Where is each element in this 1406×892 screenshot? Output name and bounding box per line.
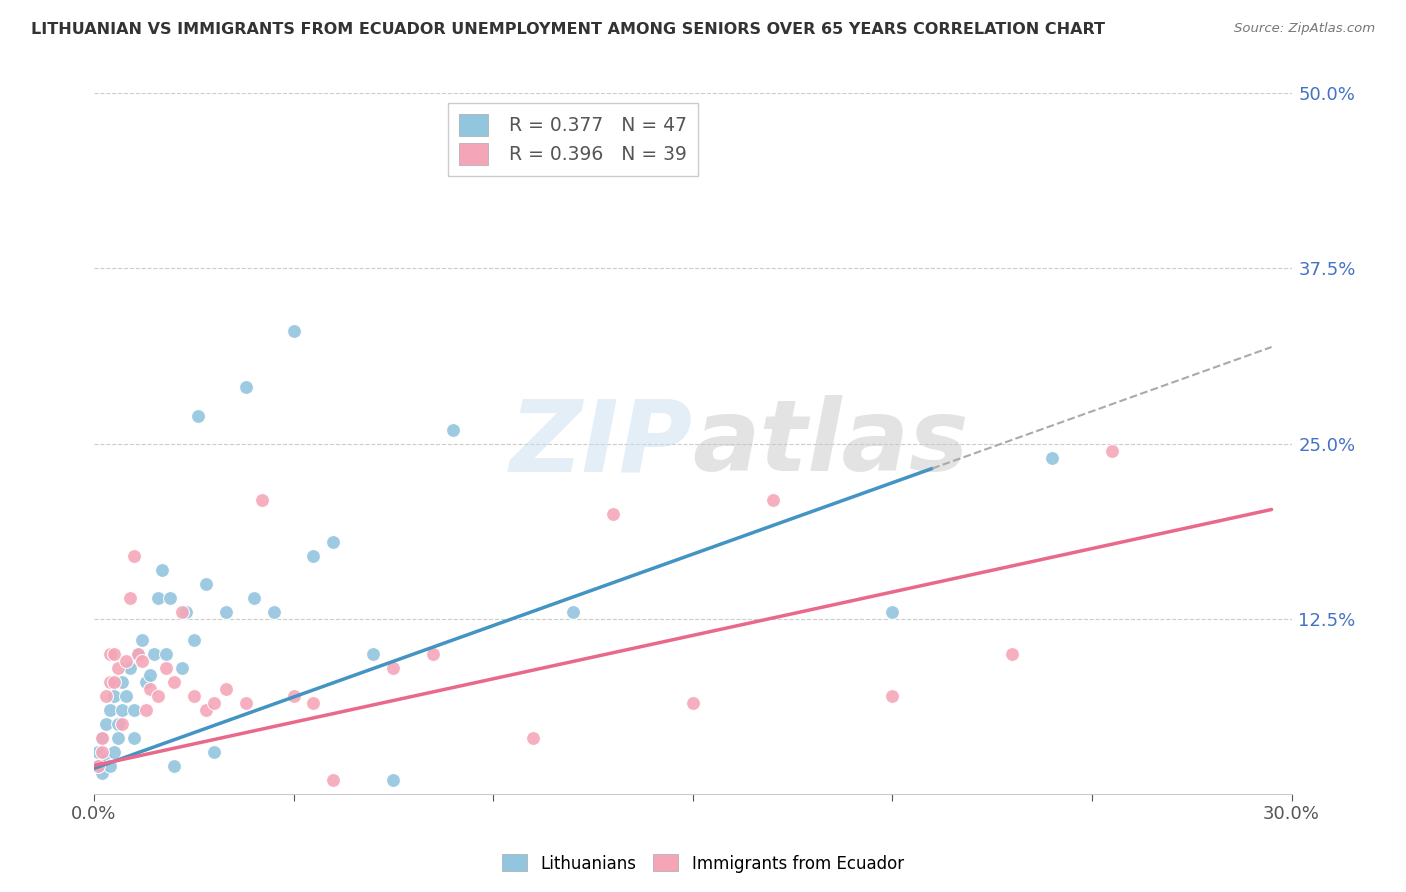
Point <box>139 667 162 681</box>
Point <box>250 492 273 507</box>
Point <box>382 660 405 674</box>
Point <box>150 563 173 577</box>
Point <box>142 647 165 661</box>
Point <box>194 576 217 591</box>
Point <box>163 674 186 689</box>
Point <box>122 731 145 745</box>
Point <box>602 507 624 521</box>
Point <box>87 758 110 772</box>
Point <box>235 696 257 710</box>
Point <box>122 703 145 717</box>
Point <box>283 325 305 339</box>
Point <box>202 696 225 710</box>
Point <box>155 660 177 674</box>
Point <box>155 647 177 661</box>
Point <box>522 731 544 745</box>
Point <box>103 647 125 661</box>
Point <box>118 660 141 674</box>
Point <box>163 758 186 772</box>
Point <box>170 660 193 674</box>
Point <box>90 745 112 759</box>
Point <box>146 591 169 605</box>
Point <box>103 674 125 689</box>
Point <box>202 745 225 759</box>
Point <box>183 689 205 703</box>
Point <box>127 647 149 661</box>
Point <box>215 681 238 696</box>
Point <box>94 716 117 731</box>
Point <box>87 758 110 772</box>
Point <box>118 591 141 605</box>
Point <box>682 696 704 710</box>
Point <box>441 423 464 437</box>
Point <box>882 689 904 703</box>
Point <box>111 703 134 717</box>
Text: LITHUANIAN VS IMMIGRANTS FROM ECUADOR UNEMPLOYMENT AMONG SENIORS OVER 65 YEARS C: LITHUANIAN VS IMMIGRANTS FROM ECUADOR UN… <box>31 22 1105 37</box>
Point <box>94 752 117 766</box>
Legend: Lithuanians, Immigrants from Ecuador: Lithuanians, Immigrants from Ecuador <box>495 847 911 880</box>
Legend:  R = 0.377   N = 47,  R = 0.396   N = 39: R = 0.377 N = 47, R = 0.396 N = 39 <box>449 103 697 176</box>
Point <box>363 647 385 661</box>
Point <box>761 492 783 507</box>
Point <box>1040 450 1063 465</box>
Point <box>131 632 153 647</box>
Point <box>215 605 238 619</box>
Point <box>107 731 129 745</box>
Text: Source: ZipAtlas.com: Source: ZipAtlas.com <box>1234 22 1375 36</box>
Point <box>107 716 129 731</box>
Point <box>90 765 112 780</box>
Point <box>111 716 134 731</box>
Point <box>115 654 138 668</box>
Text: ZIP: ZIP <box>510 395 693 492</box>
Point <box>187 409 209 423</box>
Point <box>98 758 121 772</box>
Point <box>882 605 904 619</box>
Y-axis label: Unemployment Among Seniors over 65 years: Unemployment Among Seniors over 65 years <box>0 269 7 618</box>
Point <box>1001 647 1024 661</box>
Point <box>135 674 157 689</box>
Point <box>139 681 162 696</box>
Point <box>98 674 121 689</box>
Point <box>302 696 325 710</box>
Point <box>1101 443 1123 458</box>
Point <box>127 647 149 661</box>
Point <box>87 745 110 759</box>
Point <box>194 703 217 717</box>
Point <box>562 605 585 619</box>
Point <box>135 703 157 717</box>
Point <box>382 772 405 787</box>
Point <box>235 380 257 394</box>
Text: atlas: atlas <box>693 395 969 492</box>
Point <box>242 591 264 605</box>
Point <box>302 549 325 563</box>
Point <box>422 647 444 661</box>
Point <box>90 731 112 745</box>
Point <box>98 647 121 661</box>
Point <box>263 605 285 619</box>
Point <box>183 632 205 647</box>
Point <box>159 591 181 605</box>
Point <box>103 689 125 703</box>
Point <box>90 731 112 745</box>
Point <box>122 549 145 563</box>
Point <box>115 689 138 703</box>
Point <box>283 689 305 703</box>
Point <box>170 605 193 619</box>
Point <box>94 689 117 703</box>
Point <box>322 772 344 787</box>
Point <box>131 654 153 668</box>
Point <box>174 605 197 619</box>
Point <box>103 745 125 759</box>
Point <box>111 674 134 689</box>
Point <box>322 534 344 549</box>
Point <box>146 689 169 703</box>
Point <box>107 660 129 674</box>
Point <box>98 703 121 717</box>
